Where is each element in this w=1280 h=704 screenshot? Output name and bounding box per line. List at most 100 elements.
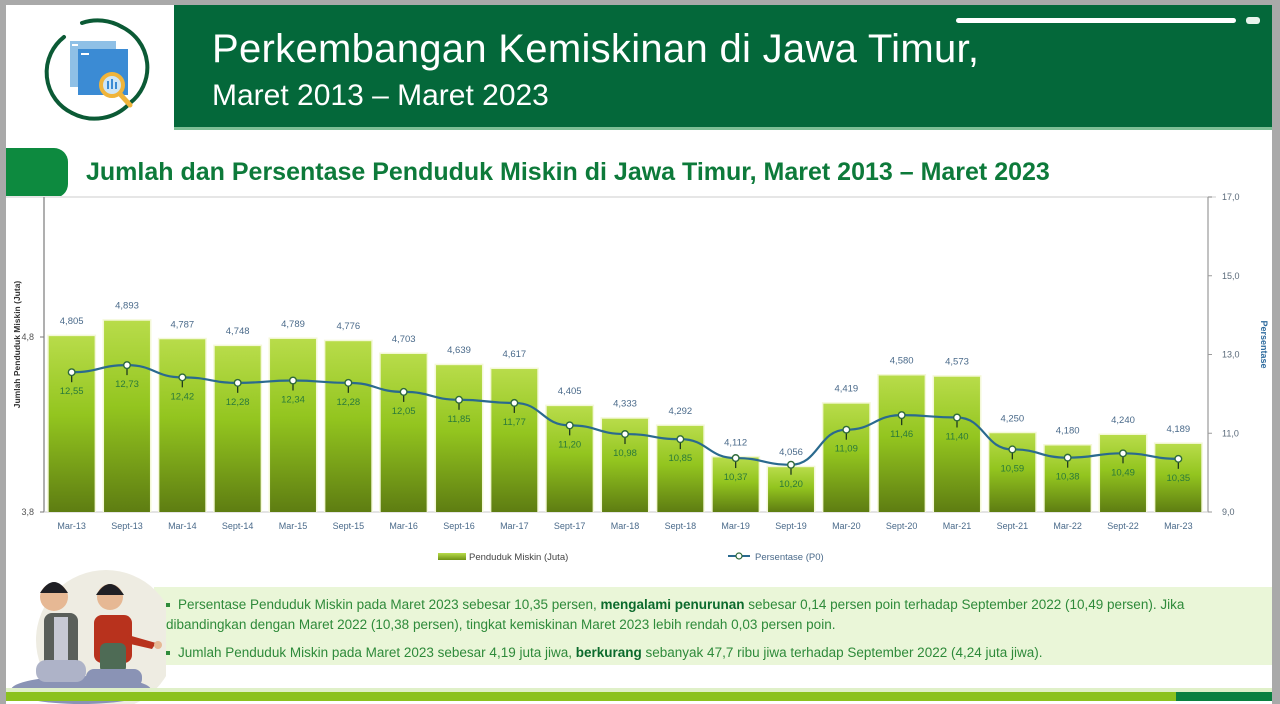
- x-axis-tick-label: Sept-20: [886, 521, 918, 531]
- bar-value-label: 4,805: [60, 316, 84, 327]
- bar-value-label: 4,703: [392, 334, 416, 345]
- line-value-label: 12,28: [336, 397, 360, 408]
- right-axis-tick-label: 11,0: [1222, 428, 1239, 438]
- notes-box: [154, 587, 1272, 665]
- bar-Sept-14: [214, 346, 261, 512]
- bar-value-label: 4,112: [724, 437, 747, 448]
- legend-bar-label: Penduduk Miskin (Juta): [469, 552, 568, 563]
- line-value-label: 10,59: [1000, 463, 1024, 474]
- bar-value-label: 4,573: [945, 357, 969, 368]
- left-axis-title: Jumlah Penduduk Miskin (Juta): [12, 281, 22, 409]
- line-marker: [565, 421, 574, 430]
- bar-Sept-13: [104, 320, 150, 512]
- bar-Mar-15: [270, 338, 316, 512]
- section-tab-marker: [6, 148, 68, 198]
- bullet-dot: [166, 603, 170, 608]
- data-labels: 4,805 Mar-13 4,893 Sept-13 4,787 Mar-14 4,748 S…: [57, 301, 1192, 531]
- bullet-dot: [166, 651, 170, 656]
- bar-Sept-15: [325, 341, 372, 512]
- bar-Mar-21: [934, 376, 980, 512]
- x-axis-tick-label: Mar-19: [721, 521, 750, 531]
- line-value-label: 12,42: [170, 391, 194, 402]
- line-marker: [1118, 449, 1127, 458]
- header-decor-dot: [1246, 17, 1260, 24]
- line-marker: [233, 378, 242, 387]
- page-title: Perkembangan Kemiskinan di Jawa Timur,: [212, 27, 980, 71]
- left-axis-tick-label: 3,8: [21, 507, 34, 517]
- x-axis-tick-label: Mar-21: [943, 521, 972, 531]
- line-value-label: 12,55: [60, 386, 84, 397]
- bar-value-label: 4,292: [668, 406, 692, 417]
- line-value-label: 11,85: [447, 414, 470, 425]
- footer-stripe-green: [6, 692, 1176, 701]
- line-marker: [953, 413, 962, 422]
- bar-value-label: 4,580: [890, 356, 914, 367]
- percentage-line: [71, 364, 1179, 466]
- x-axis-tick-label: Mar-14: [168, 521, 197, 531]
- x-axis-tick-label: Sept-19: [775, 521, 807, 531]
- header-decor-line: [956, 18, 1236, 23]
- line-value-label: 12,28: [226, 397, 250, 408]
- line-value-label: 11,40: [945, 432, 968, 443]
- bar-Mar-16: [380, 353, 427, 512]
- bar-value-label: 4,617: [502, 349, 526, 360]
- x-axis-tick-label: Mar-23: [1164, 521, 1193, 531]
- line-value-label: 11,77: [503, 417, 526, 428]
- bar-value-label: 4,180: [1056, 426, 1080, 437]
- bar-Mar-13: [48, 336, 95, 512]
- bar-value-label: 4,189: [1166, 424, 1190, 435]
- line-value-label: 12,05: [392, 406, 416, 417]
- x-axis-tick-label: Mar-22: [1053, 521, 1082, 531]
- bar-Sept-16: [436, 365, 482, 512]
- header-underline: [174, 127, 1272, 130]
- line-value-label: 10,98: [613, 448, 637, 459]
- line-value-label: 12,73: [115, 379, 139, 390]
- line-value-label: 10,20: [779, 479, 803, 490]
- bar-value-label: 4,639: [447, 345, 471, 356]
- slide: Perkembangan Kemiskinan di Jawa Timur, M…: [6, 5, 1272, 704]
- x-axis-tick-label: Mar-17: [500, 521, 529, 531]
- bar-value-label: 4,776: [336, 321, 360, 332]
- two-children-illustration: [11, 570, 166, 704]
- bar-value-label: 4,893: [115, 301, 139, 312]
- line-marker: [897, 411, 906, 420]
- bar-value-label: 4,405: [558, 386, 582, 397]
- footer-stripe-pale: [6, 688, 1272, 692]
- line-series: [67, 361, 1183, 475]
- line-marker: [178, 373, 187, 382]
- line-marker: [344, 378, 353, 387]
- line-marker: [122, 361, 131, 370]
- bar-Mar-14: [159, 339, 206, 512]
- line-marker: [787, 460, 796, 469]
- bar-value-label: 4,789: [281, 319, 305, 330]
- note-bullet-2: Jumlah Penduduk Miskin pada Maret 2023 s…: [166, 643, 1246, 663]
- x-axis-tick-label: Mar-15: [279, 521, 308, 531]
- line-value-label: 10,85: [668, 453, 692, 464]
- bar-value-label: 4,333: [613, 399, 637, 410]
- bar-Sept-20: [878, 375, 925, 512]
- chart-magnifier-icon: [44, 18, 150, 121]
- right-axis-tick-label: 9,0: [1222, 507, 1235, 517]
- x-axis-tick-label: Sept-17: [554, 521, 586, 531]
- line-marker: [621, 430, 630, 439]
- line-marker: [510, 398, 519, 407]
- line-value-label: 11,09: [835, 444, 858, 455]
- x-axis-tick-label: Sept-22: [1107, 521, 1139, 531]
- legend-line-label: Persentase (P0): [755, 552, 824, 563]
- note-bullet-1: Persentase Penduduk Miskin pada Maret 20…: [166, 597, 1185, 632]
- bar-Mar-20: [823, 403, 870, 512]
- line-marker: [455, 395, 464, 404]
- x-axis-tick-label: Sept-18: [665, 521, 697, 531]
- line-marker: [731, 454, 740, 463]
- x-axis-tick-label: Sept-16: [443, 521, 475, 531]
- chart-legend: Penduduk Miskin (Juta) Persentase (P0): [438, 552, 824, 563]
- line-value-label: 10,37: [724, 472, 748, 483]
- bar-Mar-17: [491, 369, 538, 512]
- x-axis-tick-label: Sept-21: [997, 521, 1029, 531]
- chart-title: Jumlah dan Persentase Penduduk Miskin di…: [86, 158, 1050, 186]
- line-value-label: 11,20: [558, 439, 581, 450]
- line-marker: [1008, 445, 1017, 454]
- header-band: [174, 5, 1272, 127]
- line-value-label: 10,49: [1111, 467, 1135, 478]
- line-marker: [67, 368, 76, 377]
